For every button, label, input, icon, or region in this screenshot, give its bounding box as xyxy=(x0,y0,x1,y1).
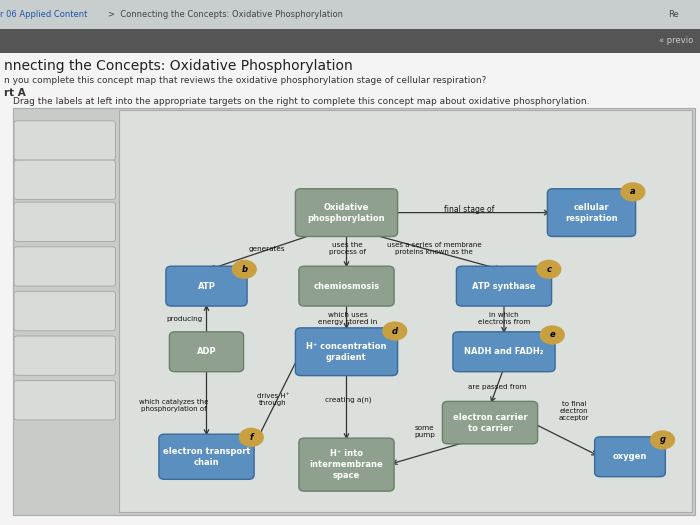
FancyBboxPatch shape xyxy=(13,108,695,514)
Text: drives H⁺
through: drives H⁺ through xyxy=(257,393,289,405)
Text: b: b xyxy=(241,265,247,274)
Text: d: d xyxy=(392,327,398,335)
FancyBboxPatch shape xyxy=(14,291,116,331)
Text: uses the
process of: uses the process of xyxy=(329,242,365,255)
Circle shape xyxy=(540,326,564,344)
Text: to final
electron
acceptor: to final electron acceptor xyxy=(559,401,589,421)
Text: H⁺ into
intermembrane
space: H⁺ into intermembrane space xyxy=(309,449,384,480)
Text: generates: generates xyxy=(249,246,286,253)
Text: creating a(n): creating a(n) xyxy=(325,397,371,403)
Circle shape xyxy=(537,260,561,278)
Text: « previo: « previo xyxy=(659,36,693,46)
Circle shape xyxy=(232,260,256,278)
FancyBboxPatch shape xyxy=(0,0,700,29)
Text: Drag the labels at left into the appropriate targets on the right to complete th: Drag the labels at left into the appropr… xyxy=(13,97,589,106)
FancyBboxPatch shape xyxy=(14,121,116,160)
Text: n you complete this concept map that reviews the oxidative phosphorylation stage: n you complete this concept map that rev… xyxy=(4,76,486,85)
Text: e: e xyxy=(550,330,555,340)
Text: uses a series of membrane
proteins known as the: uses a series of membrane proteins known… xyxy=(386,242,482,255)
Text: ATP synthase: ATP synthase xyxy=(473,281,536,291)
Text: some
pump: some pump xyxy=(414,425,435,438)
Text: r 06 Applied Content: r 06 Applied Content xyxy=(0,10,88,19)
FancyBboxPatch shape xyxy=(166,266,247,306)
Text: c: c xyxy=(546,265,552,274)
FancyBboxPatch shape xyxy=(169,332,244,372)
FancyBboxPatch shape xyxy=(159,434,254,479)
FancyBboxPatch shape xyxy=(299,266,394,306)
Text: are passed from: are passed from xyxy=(468,384,526,391)
FancyBboxPatch shape xyxy=(299,438,394,491)
FancyBboxPatch shape xyxy=(0,29,700,52)
FancyBboxPatch shape xyxy=(453,332,555,372)
Text: Oxidative
phosphorylation: Oxidative phosphorylation xyxy=(308,203,385,223)
Circle shape xyxy=(383,322,407,340)
FancyBboxPatch shape xyxy=(547,189,636,236)
Text: chemiosmosis: chemiosmosis xyxy=(314,281,379,291)
FancyBboxPatch shape xyxy=(295,328,398,376)
Text: oxygen: oxygen xyxy=(612,452,648,461)
Text: g: g xyxy=(659,435,666,445)
Text: which uses
energy stored in: which uses energy stored in xyxy=(318,312,377,325)
Circle shape xyxy=(651,431,674,449)
Text: electron transport
chain: electron transport chain xyxy=(162,447,251,467)
Text: which catalyzes the
phosphorylation of: which catalyzes the phosphorylation of xyxy=(139,399,209,412)
FancyBboxPatch shape xyxy=(119,110,692,512)
Text: electron carrier
to carrier: electron carrier to carrier xyxy=(453,413,527,433)
Text: in which
electrons from: in which electrons from xyxy=(478,312,530,325)
Circle shape xyxy=(239,428,263,446)
FancyBboxPatch shape xyxy=(14,160,116,200)
FancyBboxPatch shape xyxy=(14,202,116,242)
Text: f: f xyxy=(249,433,253,442)
Text: final stage of: final stage of xyxy=(444,205,494,215)
Text: a: a xyxy=(630,187,636,196)
Text: rt A: rt A xyxy=(4,88,25,98)
Text: nnecting the Concepts: Oxidative Phosphorylation: nnecting the Concepts: Oxidative Phospho… xyxy=(4,59,352,73)
FancyBboxPatch shape xyxy=(456,266,552,306)
Text: >  Connecting the Concepts: Oxidative Phosphorylation: > Connecting the Concepts: Oxidative Pho… xyxy=(108,10,344,19)
Circle shape xyxy=(621,183,645,201)
FancyBboxPatch shape xyxy=(0,52,700,525)
Text: producing: producing xyxy=(166,316,202,322)
FancyBboxPatch shape xyxy=(594,437,665,477)
FancyBboxPatch shape xyxy=(14,336,116,375)
FancyBboxPatch shape xyxy=(295,189,398,236)
Text: cellular
respiration: cellular respiration xyxy=(565,203,618,223)
Text: NADH and FADH₂: NADH and FADH₂ xyxy=(464,347,544,356)
Text: H⁺ concentration
gradient: H⁺ concentration gradient xyxy=(307,342,386,362)
FancyBboxPatch shape xyxy=(14,381,116,420)
Text: Re: Re xyxy=(668,10,679,19)
Text: ADP: ADP xyxy=(197,347,216,356)
FancyBboxPatch shape xyxy=(442,401,538,444)
FancyBboxPatch shape xyxy=(14,247,116,286)
Text: ATP: ATP xyxy=(197,281,216,291)
